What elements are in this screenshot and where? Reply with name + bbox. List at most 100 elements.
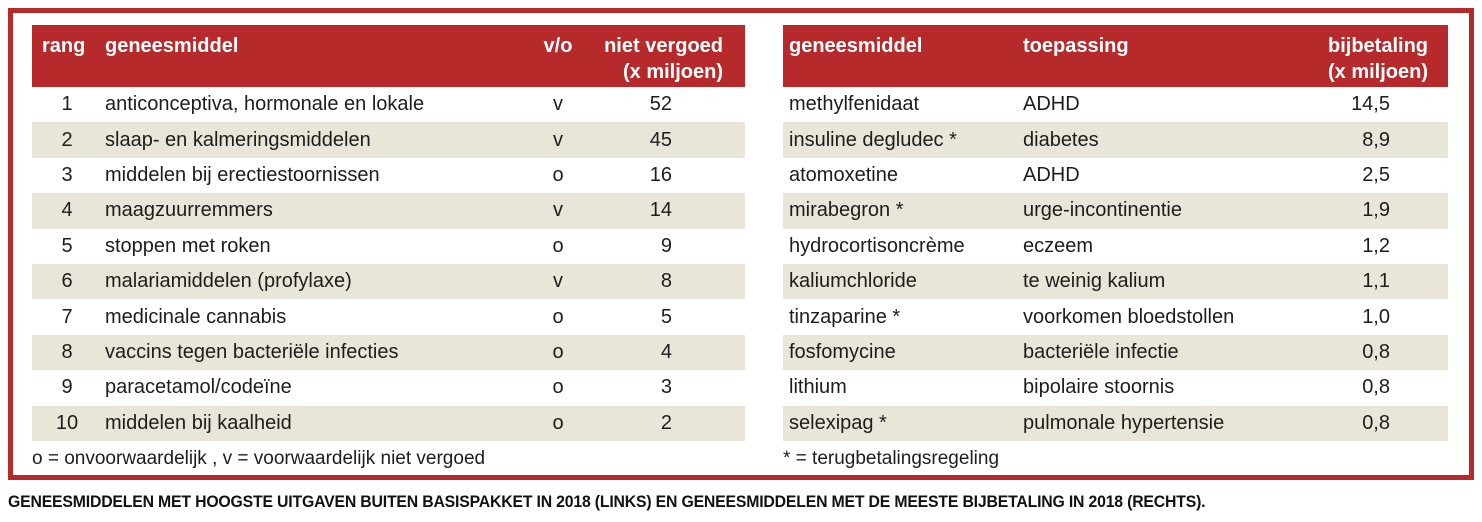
header-vo: v/o: [527, 25, 589, 87]
cell-drug: selexipag *: [783, 405, 1023, 441]
table-row: 6 malariamiddelen (profylaxe) v 8: [32, 263, 745, 300]
cell-value: 8: [589, 263, 745, 300]
cell-drug: mirabegron *: [783, 193, 1023, 229]
table-header: rang geneesmiddel v/o niet vergoed (x mi…: [32, 25, 745, 87]
footnote-row: o = onvoorwaardelijk , v = voorwaardelij…: [32, 441, 745, 475]
cell-value: 4: [589, 334, 745, 371]
figure-caption-text: GENEESMIDDELEN MET HOOGSTE UITGAVEN BUIT…: [8, 492, 1206, 511]
table-row: selexipag * pulmonale hypertensie 0,8: [783, 405, 1448, 441]
cell-vo: o: [552, 163, 564, 186]
table-header: geneesmiddel toepassing bijbetaling (x m…: [783, 25, 1448, 87]
cell-drug: slaap- en kalmeringsmiddelen: [102, 122, 527, 158]
cell-value: 1,2: [1362, 234, 1390, 257]
cell-value: 0,8: [1362, 376, 1390, 399]
cell-use: diabetes: [1023, 122, 1305, 158]
cell-drug: tinzaparine *: [789, 305, 901, 328]
table-not-reimbursed: rang geneesmiddel v/o niet vergoed (x mi…: [32, 25, 745, 475]
cell-drug: paracetamol/codeïne: [105, 376, 292, 399]
table-row: kaliumchloride te weinig kalium 1,1: [783, 263, 1448, 300]
cell-value: 3: [660, 376, 672, 399]
cell-vo: v: [527, 193, 589, 229]
table-row: 3 middelen bij erectiestoornissen o 16: [32, 158, 745, 193]
table-row: 2 slaap- en kalmeringsmiddelen v 45: [32, 122, 745, 158]
footnote-right: * = terugbetalingsregeling: [783, 441, 1448, 475]
cell-vo: v: [527, 263, 589, 300]
cell-vo: v: [553, 93, 563, 116]
header-drug: geneesmiddel: [102, 25, 527, 87]
cell-drug: fosfomycine: [783, 334, 1023, 371]
table-copayment: geneesmiddel toepassing bijbetaling (x m…: [783, 25, 1448, 475]
cell-use: pulmonale hypertensie: [1023, 405, 1305, 441]
cell-rank: 5: [61, 234, 73, 257]
table-row: 8 vaccins tegen bacteriële infecties o 4: [32, 334, 745, 371]
cell-value: 1,9: [1305, 193, 1448, 229]
cell-vo: o: [527, 405, 589, 441]
cell-drug: methylfenidaat: [789, 93, 920, 116]
table-row: 5 stoppen met roken o 9: [32, 229, 745, 264]
header-drug: geneesmiddel: [783, 25, 1023, 87]
cell-drug: lithium: [789, 376, 847, 399]
cell-value: 2: [589, 405, 745, 441]
cell-value: 8,9: [1305, 122, 1448, 158]
cell-vo: o: [552, 234, 564, 257]
cell-rank: 2: [32, 122, 102, 158]
cell-value: 45: [589, 122, 745, 158]
cell-rank: 1: [61, 93, 73, 116]
cell-rank: 8: [32, 334, 102, 371]
cell-drug: medicinale cannabis: [105, 305, 287, 328]
cell-vo: o: [527, 334, 589, 371]
table-row: fosfomycine bacteriële infectie 0,8: [783, 334, 1448, 371]
cell-drug: maagzuurremmers: [102, 193, 527, 229]
cell-drug: malariamiddelen (profylaxe): [102, 263, 527, 300]
cell-use: ADHD: [1023, 163, 1080, 186]
cell-drug: anticonceptiva, hormonale en lokale: [105, 93, 425, 116]
header-value: niet vergoed (x miljoen): [589, 25, 745, 87]
cell-value: 9: [660, 234, 672, 257]
cell-rank: 10: [32, 405, 102, 441]
cell-drug: hydrocortisoncrème: [789, 234, 965, 257]
cell-value: 52: [649, 93, 672, 116]
cell-vo: o: [552, 305, 564, 328]
table-row: mirabegron * urge-incontinentie 1,9: [783, 193, 1448, 229]
table-body: 1 anticonceptiva, hormonale en lokale v …: [32, 87, 745, 441]
table-row: hydrocortisoncrème eczeem 1,2: [783, 229, 1448, 264]
cell-value: 16: [649, 163, 672, 186]
table-footer: * = terugbetalingsregeling: [783, 441, 1448, 475]
header-value-line1: bijbetaling: [1328, 35, 1428, 57]
table-row: methylfenidaat ADHD 14,5: [783, 87, 1448, 122]
cell-vo: v: [527, 122, 589, 158]
header-value-line2: (x miljoen): [622, 61, 723, 83]
cell-rank: 9: [61, 376, 73, 399]
cell-drug: insuline degludec *: [783, 122, 1023, 158]
header-value-line2: (x miljoen): [1327, 61, 1428, 83]
cell-use: urge-incontinentie: [1023, 193, 1305, 229]
header-value: bijbetaling (x miljoen): [1305, 25, 1448, 87]
figure-caption: GENEESMIDDELEN MET HOOGSTE UITGAVEN BUIT…: [8, 492, 1295, 512]
footnote-row: * = terugbetalingsregeling: [783, 441, 1448, 475]
header-rank: rang: [32, 25, 102, 87]
cell-drug: middelen bij kaalheid: [102, 405, 527, 441]
header-use: toepassing: [1023, 25, 1305, 87]
cell-value: 0,8: [1305, 405, 1448, 441]
cell-value: 5: [660, 305, 672, 328]
cell-value: 1,1: [1305, 263, 1448, 300]
table-row: 9 paracetamol/codeïne o 3: [32, 370, 745, 405]
cell-rank: 4: [32, 193, 102, 229]
table-row: 10 middelen bij kaalheid o 2: [32, 405, 745, 441]
table-row: 1 anticonceptiva, hormonale en lokale v …: [32, 87, 745, 122]
cell-drug: atomoxetine: [789, 163, 898, 186]
cell-value: 14,5: [1351, 93, 1390, 116]
cell-use: bacteriële infectie: [1023, 334, 1305, 371]
table-row: 4 maagzuurremmers v 14: [32, 193, 745, 229]
table-row: atomoxetine ADHD 2,5: [783, 158, 1448, 193]
cell-value: 0,8: [1305, 334, 1448, 371]
header-value-line1: niet vergoed: [604, 35, 723, 57]
cell-use: ADHD: [1023, 93, 1080, 116]
table-body: methylfenidaat ADHD 14,5 insuline deglud…: [783, 87, 1448, 441]
table-footer: o = onvoorwaardelijk , v = voorwaardelij…: [32, 441, 745, 475]
cell-drug: stoppen met roken: [105, 234, 271, 257]
table-row: tinzaparine * voorkomen bloedstollen 1,0: [783, 299, 1448, 334]
cell-use: eczeem: [1023, 234, 1094, 257]
cell-value: 1,0: [1362, 305, 1390, 328]
header-row: geneesmiddel toepassing bijbetaling (x m…: [783, 25, 1448, 87]
